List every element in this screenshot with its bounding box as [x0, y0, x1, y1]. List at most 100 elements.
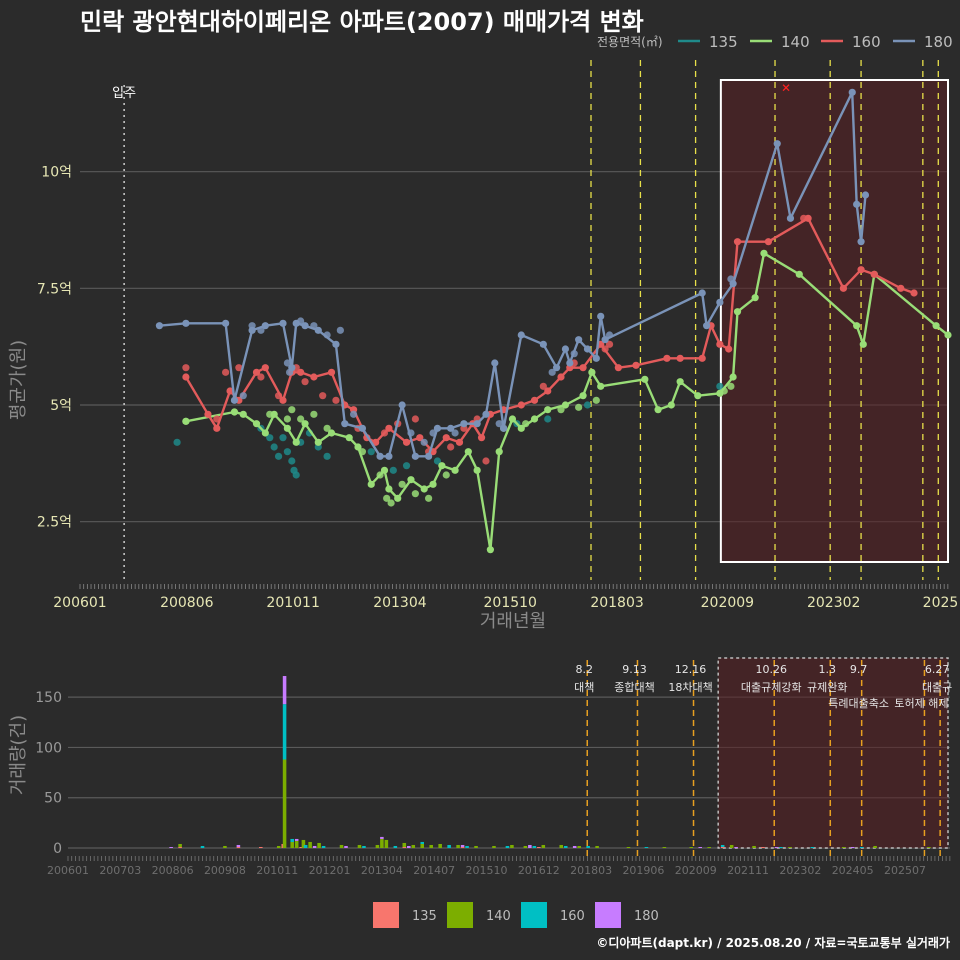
scatter-point-135 — [292, 471, 300, 479]
vol-bar-140 — [559, 844, 564, 848]
vol-bar-140 — [357, 844, 362, 848]
scatter-point-160 — [213, 415, 221, 423]
vol-bar-180 — [380, 836, 384, 839]
vol-y-tick-label: 150 — [35, 690, 62, 706]
scatter-point-180 — [548, 368, 556, 376]
series-point-140 — [760, 249, 768, 257]
bottom-legend-swatch — [447, 902, 473, 928]
series-point-140 — [932, 322, 940, 330]
vol-bar-140 — [474, 845, 478, 848]
x-tick-label: 201803 — [590, 595, 643, 611]
policy-date-label: 8.2 — [575, 663, 593, 676]
vol-bar-160 — [362, 845, 366, 848]
scatter-point-160 — [274, 392, 283, 400]
series-point-140 — [733, 308, 742, 316]
vol-x-tick-label: 200908 — [204, 864, 246, 877]
series-point-180 — [482, 410, 490, 418]
vol-bar-135 — [537, 846, 541, 848]
vol-bar-140 — [541, 844, 546, 848]
move-in-label: 입주 — [112, 86, 136, 101]
legend-label: 140 — [781, 33, 810, 51]
scatter-point-180 — [248, 322, 256, 330]
scatter-point-180 — [420, 438, 428, 446]
vol-x-tick-label: 202009 — [675, 864, 717, 877]
bottom-legend-swatch — [521, 902, 547, 928]
series-point-140 — [394, 494, 402, 502]
series-point-140 — [314, 438, 322, 446]
series-point-160 — [204, 410, 212, 418]
scatter-point-180 — [605, 331, 614, 339]
series-point-140 — [380, 466, 389, 474]
series-point-180 — [592, 354, 600, 362]
bottom-legend-item-180: 180 — [595, 902, 659, 928]
series-point-180 — [425, 452, 433, 460]
vol-bar-135 — [236, 846, 241, 848]
series-point-160 — [733, 238, 742, 246]
series-point-160 — [226, 387, 234, 395]
series-point-160 — [530, 396, 539, 404]
series-point-180 — [385, 452, 393, 460]
vol-bar-140 — [308, 841, 312, 848]
series-point-140 — [517, 424, 525, 432]
vol-bar-160 — [532, 845, 537, 848]
scatter-point-160 — [411, 415, 419, 423]
legend-title: 전용면적(㎡) — [597, 35, 663, 49]
vol-x-tick-label: 201201 — [309, 864, 351, 877]
scatter-point-160 — [257, 373, 265, 381]
series-point-160 — [252, 368, 261, 376]
vol-bar-160 — [447, 844, 451, 848]
vol-bar-140 — [456, 844, 460, 848]
vol-x-tick-label: 202507 — [884, 864, 926, 877]
scatter-point-140 — [425, 494, 433, 502]
vol-bar-140 — [339, 844, 344, 848]
vol-bar-140 — [841, 846, 846, 848]
vol-bar-140 — [282, 759, 287, 848]
vol-y-tick-label: 50 — [44, 791, 62, 807]
vol-bar-140 — [178, 843, 182, 847]
scatter-point-135 — [716, 382, 724, 390]
vol-x-tick-label: 200806 — [152, 864, 194, 877]
vol-bar-160 — [505, 845, 510, 848]
x-tick-label: 200806 — [160, 595, 214, 611]
series-point-140 — [579, 392, 587, 400]
vol-bar-140 — [375, 844, 380, 848]
scatter-point-135 — [279, 434, 287, 442]
vol-bar-160 — [465, 845, 469, 848]
scatter-point-180 — [495, 420, 503, 428]
legend-label: 180 — [924, 33, 953, 51]
scatter-point-180 — [310, 322, 318, 330]
series-point-180 — [698, 289, 706, 297]
vol-bar-160 — [420, 841, 425, 844]
series-point-140 — [654, 406, 662, 414]
series-point-140 — [544, 406, 552, 414]
scatter-point-140 — [720, 387, 728, 395]
scatter-point-180 — [283, 359, 292, 367]
scatter-point-140 — [727, 382, 735, 390]
series-point-160 — [716, 340, 724, 348]
series-point-160 — [477, 434, 486, 442]
policy-text-label: 토허제 해제 — [894, 696, 948, 710]
vol-bar-160 — [393, 845, 398, 848]
scatter-point-180 — [323, 331, 331, 339]
scatter-point-140 — [310, 410, 318, 418]
vol-bar-160 — [810, 846, 815, 848]
series-point-180 — [583, 345, 592, 353]
series-point-180 — [703, 322, 711, 330]
scatter-point-160 — [332, 396, 340, 404]
bottom-legend-item-160: 160 — [521, 902, 585, 928]
series-point-180 — [517, 331, 525, 339]
series-point-160 — [517, 401, 525, 409]
highlight-region — [719, 79, 950, 563]
scatter-point-180 — [429, 429, 437, 437]
series-point-160 — [676, 354, 684, 362]
series-point-140 — [795, 270, 803, 278]
series-point-180 — [539, 340, 547, 348]
vol-bar-160 — [200, 845, 205, 848]
series-point-180 — [561, 345, 570, 353]
vol-bar-140 — [276, 845, 281, 848]
policy-date-label: 12.16 — [675, 663, 707, 676]
bottom-legend-swatch — [595, 902, 621, 928]
series-point-180 — [460, 420, 468, 428]
legend-label: 160 — [852, 33, 881, 51]
series-point-160 — [764, 238, 772, 246]
